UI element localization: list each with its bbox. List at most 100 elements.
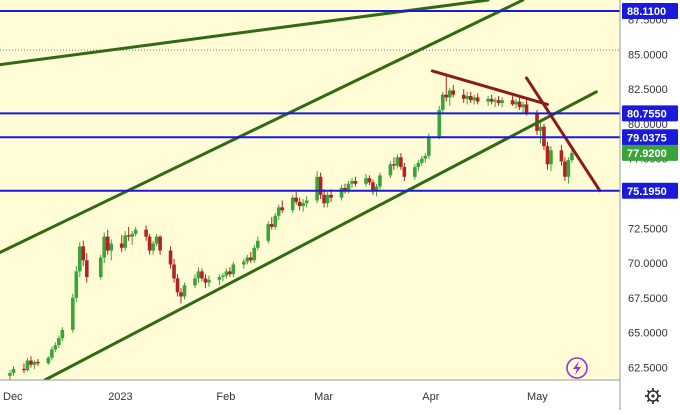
candle-body [297, 201, 302, 207]
x-tick-label: May [527, 391, 548, 403]
candle-body [545, 146, 550, 165]
candle-body [102, 236, 107, 258]
candle-body [489, 98, 494, 102]
lightning-bolt-icon[interactable] [566, 357, 588, 379]
candle-body [451, 90, 456, 95]
candle-body [11, 368, 16, 374]
y-tick-label: 62.5000 [628, 362, 668, 374]
candle-body [346, 183, 351, 191]
candle-body [221, 275, 225, 277]
candle-body [437, 109, 442, 137]
candle-body [154, 236, 159, 244]
candle-body [301, 203, 305, 207]
trendline[interactable] [430, 69, 549, 106]
y-tick-label: 72.5000 [628, 223, 668, 235]
x-tick-label: Feb [216, 391, 235, 403]
candle-body [440, 94, 445, 110]
candle-body [461, 94, 466, 99]
candle-body [304, 200, 309, 204]
y-tick-label: 70.0000 [628, 258, 668, 270]
candle-body [423, 155, 428, 159]
candle-body [493, 100, 497, 102]
candle-body [130, 233, 134, 237]
candle-body [193, 278, 197, 286]
candle-body [290, 197, 295, 211]
candle-body [468, 96, 473, 101]
candle-body [514, 101, 518, 105]
x-tick-label: Mar [314, 391, 333, 403]
price-tag-label: 80.7550 [627, 108, 667, 120]
candle-body [119, 243, 124, 248]
candle-body [133, 229, 138, 234]
candle-body [273, 215, 278, 227]
candle-body [109, 243, 114, 251]
candle-body [84, 260, 89, 277]
candle-body [318, 176, 323, 195]
candle-body [151, 243, 155, 251]
candle-body [224, 271, 229, 276]
candle-body [500, 100, 504, 104]
candle-body [413, 167, 417, 177]
candle-body [32, 361, 37, 365]
candle-body [172, 264, 176, 279]
candle-body [231, 264, 236, 275]
candle-body [364, 178, 368, 184]
candle-body [175, 278, 180, 293]
gear-icon[interactable] [645, 388, 661, 404]
candle-body [22, 368, 26, 371]
trendline[interactable] [43, 90, 598, 382]
candle-body [36, 361, 40, 364]
candle-body [60, 329, 65, 339]
y-tick-label: 67.5000 [628, 293, 668, 305]
candle-body [269, 224, 274, 227]
candle-body [217, 276, 222, 280]
candle-body [399, 157, 403, 168]
price-tag-label: 77.9200 [627, 148, 667, 160]
time-axis-panel [0, 380, 620, 410]
trendline[interactable] [0, 0, 525, 255]
candle-body [392, 164, 396, 166]
candle-body [510, 100, 515, 105]
candle-body [374, 186, 379, 191]
candle-body [427, 136, 431, 156]
candle-body [228, 271, 232, 275]
x-tick-label: Apr [422, 391, 439, 403]
price-tag [622, 182, 678, 199]
candle-body [566, 160, 571, 177]
candle-body [517, 101, 522, 108]
candle-body [420, 158, 424, 163]
candle-body [559, 150, 564, 162]
y-tick-label: 85.0000 [628, 49, 668, 61]
candle-body [496, 100, 501, 104]
price-axis-panel [620, 0, 680, 410]
candle-body [563, 161, 567, 177]
candle-body [74, 271, 79, 298]
y-tick-label: 80.0000 [628, 119, 668, 131]
candle-body [242, 261, 246, 265]
candle-body [179, 292, 183, 297]
price-tag-label: 75.1950 [627, 186, 667, 198]
candle-body [57, 338, 61, 346]
candle-body [71, 297, 75, 330]
candle-body [25, 360, 30, 371]
candle-body [29, 360, 33, 365]
candle-body [475, 97, 480, 102]
candle-body [123, 235, 127, 248]
candle-body [325, 194, 330, 204]
x-tick-label: Dec [3, 391, 23, 403]
candle-body [8, 373, 12, 376]
candle-body [50, 349, 54, 358]
trendline[interactable] [0, 0, 490, 67]
candle-body [266, 224, 271, 241]
price-tag-label: 79.0375 [627, 132, 667, 144]
candle-body [158, 236, 162, 251]
candle-body [182, 285, 187, 297]
candle-body [255, 240, 260, 248]
trendline[interactable] [525, 76, 602, 193]
candle-body [524, 104, 529, 113]
candle-body [147, 236, 152, 251]
candle-body [252, 247, 257, 261]
candle-body [81, 246, 86, 261]
